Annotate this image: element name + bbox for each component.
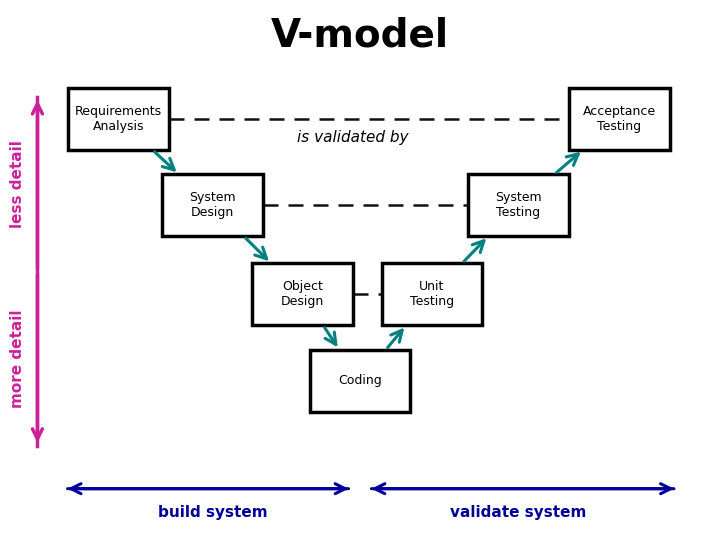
Text: is validated by: is validated by (297, 130, 408, 145)
FancyBboxPatch shape (382, 263, 482, 325)
FancyBboxPatch shape (252, 263, 353, 325)
Text: System
Testing: System Testing (495, 191, 541, 219)
Text: System
Design: System Design (189, 191, 235, 219)
Text: Requirements
Analysis: Requirements Analysis (75, 105, 163, 133)
FancyBboxPatch shape (569, 87, 670, 150)
FancyBboxPatch shape (162, 174, 263, 237)
Text: V-model: V-model (271, 16, 449, 54)
Text: build system: build system (158, 505, 267, 521)
FancyBboxPatch shape (68, 87, 169, 150)
Text: Coding: Coding (338, 374, 382, 387)
FancyBboxPatch shape (310, 350, 410, 411)
Text: Unit
Testing: Unit Testing (410, 280, 454, 308)
Text: more detail: more detail (10, 309, 24, 408)
Text: validate system: validate system (450, 505, 587, 521)
Text: Object
Design: Object Design (281, 280, 324, 308)
Text: less detail: less detail (10, 140, 24, 228)
FancyBboxPatch shape (468, 174, 569, 237)
Text: Acceptance
Testing: Acceptance Testing (582, 105, 656, 133)
